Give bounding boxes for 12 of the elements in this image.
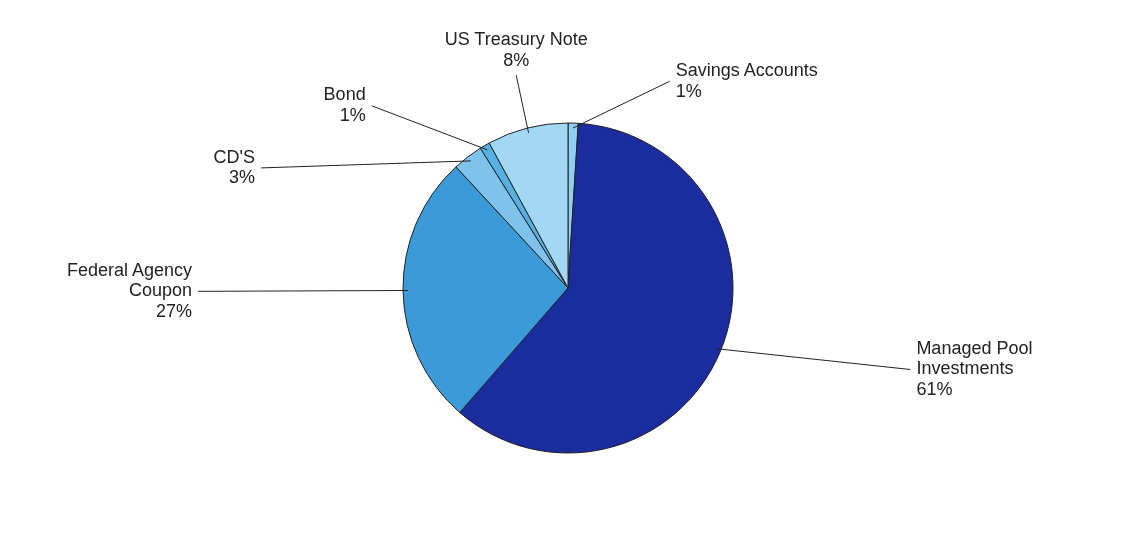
data-label: 8% (503, 49, 530, 70)
slice-label: Savings Accounts (675, 59, 818, 80)
data-label: 1% (339, 105, 366, 126)
slice-label: Bond (323, 84, 366, 105)
slice-label: US Treasury Note (444, 29, 588, 50)
data-label: 1% (675, 80, 702, 101)
slice-label: Managed Pool Investments (916, 337, 1033, 379)
data-label: 61% (916, 379, 953, 400)
data-label: 27% (156, 300, 193, 321)
data-label: 3% (229, 167, 256, 188)
slice-label: Federal Agency Coupon (66, 259, 193, 301)
slice-label: CD'S (213, 146, 256, 167)
